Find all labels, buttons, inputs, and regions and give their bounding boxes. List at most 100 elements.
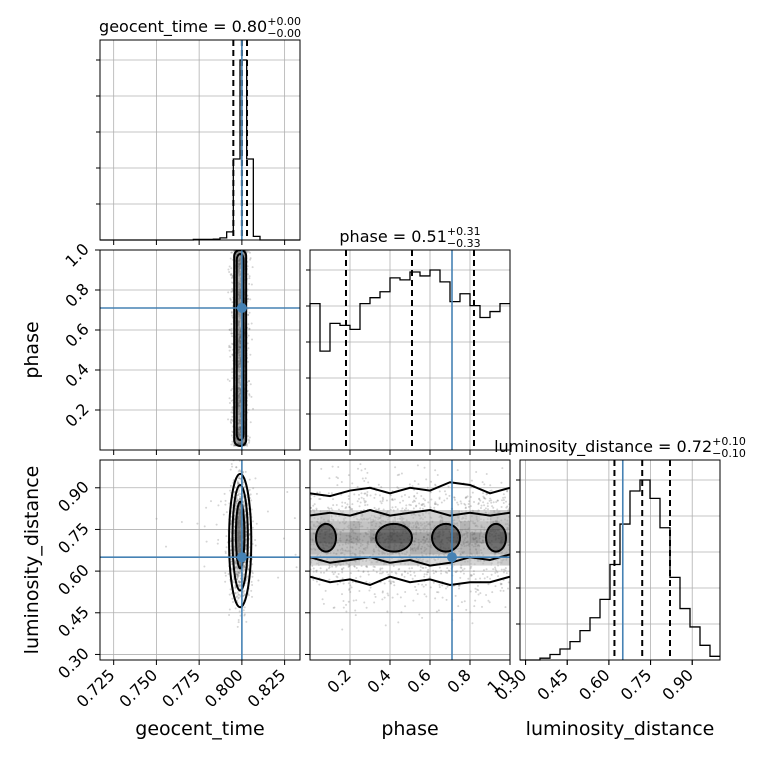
sample-point: [236, 498, 239, 501]
sample-point: [479, 592, 482, 595]
sample-point: [384, 624, 387, 627]
sample-point: [237, 596, 240, 599]
sample-point: [335, 575, 338, 578]
sample-point: [394, 505, 397, 508]
sample-point: [230, 515, 233, 518]
sample-point: [229, 346, 232, 349]
sample-point: [485, 568, 488, 571]
sample-point: [236, 625, 239, 628]
sample-point: [362, 497, 365, 500]
sample-point: [409, 573, 412, 576]
sample-point: [331, 571, 334, 574]
sample-point: [331, 565, 334, 568]
sample-point: [507, 581, 510, 584]
sample-point: [315, 570, 318, 573]
sample-point: [332, 573, 335, 576]
sample-point: [230, 569, 233, 572]
sample-point: [424, 566, 427, 569]
sample-point: [448, 569, 451, 572]
sample-point: [377, 483, 380, 486]
sample-point: [328, 566, 331, 569]
sample-point: [424, 499, 427, 502]
sample-point: [441, 596, 444, 599]
sample-point: [251, 526, 254, 529]
sample-point: [469, 505, 472, 508]
sample-point: [366, 490, 369, 493]
sample-point: [341, 505, 344, 508]
density-cell: [470, 532, 480, 544]
sample-point: [403, 575, 406, 578]
sample-point: [410, 567, 413, 570]
sample-point: [417, 483, 420, 486]
sample-point: [230, 462, 233, 465]
sample-point: [349, 590, 352, 593]
sample-point: [460, 601, 463, 604]
sample-point: [235, 566, 238, 569]
sample-point: [328, 578, 331, 581]
sample-point: [433, 506, 436, 509]
sample-point: [359, 575, 362, 578]
frame-group: [99, 249, 301, 451]
sample-point: [248, 327, 251, 330]
sample-point: [375, 571, 378, 574]
sample-point: [235, 599, 238, 602]
sample-point: [351, 482, 354, 485]
sample-point: [242, 609, 245, 612]
panel-frame: [99, 249, 301, 451]
sample-point: [396, 593, 399, 596]
sample-point: [250, 395, 253, 398]
sample-point: [313, 503, 316, 506]
sample-point: [477, 503, 480, 506]
sample-point: [504, 606, 507, 609]
sample-point: [237, 579, 240, 582]
sample-point: [500, 481, 503, 484]
sample-point: [232, 581, 235, 584]
density-cell: [360, 554, 370, 566]
sample-point: [475, 470, 478, 473]
density-cell: [410, 543, 420, 555]
sample-point: [391, 499, 394, 502]
scatter-panel-geocent_time-phase: [100, 250, 300, 450]
density-island-fill: [376, 523, 412, 552]
density-cell: [500, 521, 510, 533]
sample-point: [489, 484, 492, 487]
sample-point: [222, 513, 225, 516]
sample-point: [315, 569, 318, 572]
sample-point: [242, 501, 245, 504]
sample-point: [234, 507, 237, 510]
sample-point: [238, 580, 241, 583]
sample-point: [503, 568, 506, 571]
sample-point: [440, 572, 443, 575]
sample-point: [238, 570, 241, 573]
sample-point: [244, 561, 247, 564]
title-main: luminosity_distance = 0.72: [494, 437, 712, 457]
sample-point: [243, 509, 246, 512]
sample-point: [219, 500, 222, 503]
sample-point: [233, 531, 236, 534]
sample-point: [235, 570, 238, 573]
sample-point: [464, 496, 467, 499]
sample-point: [417, 583, 420, 586]
sample-point: [250, 283, 253, 286]
sample-point: [233, 491, 236, 494]
sample-point: [494, 568, 497, 571]
sample-point: [293, 517, 296, 520]
sample-point: [411, 501, 414, 504]
sample-point: [367, 573, 370, 576]
sample-point: [386, 571, 389, 574]
sample-point: [236, 573, 239, 576]
sample-point: [229, 257, 232, 260]
title-sup: +0.10: [712, 435, 746, 448]
sample-point: [397, 621, 400, 624]
sample-point: [233, 560, 236, 563]
density-cell: [430, 510, 440, 522]
density-island-fill: [486, 523, 506, 552]
title-luminosity_distance: luminosity_distance = 0.72+0.10 −0.10: [494, 435, 746, 460]
title-sup: +0.31: [447, 225, 481, 238]
sample-point: [239, 614, 242, 617]
sample-point: [438, 566, 441, 569]
sample-point: [467, 505, 470, 508]
sample-point: [332, 606, 335, 609]
sample-point: [238, 571, 241, 574]
sample-point: [328, 507, 331, 510]
